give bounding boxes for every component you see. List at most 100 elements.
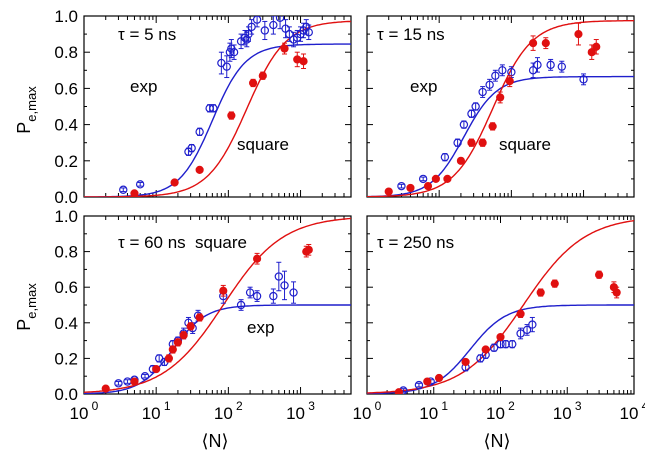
data-point-exp — [397, 181, 406, 191]
data-point-square — [164, 354, 173, 363]
x-tick-exponent: 1 — [164, 399, 171, 413]
data-point-square — [423, 182, 433, 191]
y-tick-label: 0.6 — [54, 278, 78, 297]
data-point-exp — [508, 339, 517, 349]
data-point-square — [478, 138, 487, 147]
data-point-square — [179, 331, 188, 340]
x-tick-label: 10 — [620, 404, 639, 423]
data-point-exp — [489, 343, 499, 352]
panel-tau-60ns: 0.00.20.40.60.81.010 0 10 1 10 2 10 3 τ = 60 ns… — [54, 207, 363, 423]
y-tick-label: 0.8 — [54, 243, 78, 262]
data-point-exp — [501, 339, 510, 349]
data-point-exp — [302, 22, 311, 32]
panel-tau-250ns: 100101102103104 τ = 250 ns — [353, 215, 645, 423]
data-point-square — [101, 384, 110, 393]
data-point-square — [252, 254, 262, 263]
svg-text:Pe,max: Pe,max — [14, 86, 39, 134]
data-point-square — [299, 57, 308, 66]
data-point-square — [456, 156, 466, 165]
data-point-exp — [242, 35, 251, 44]
data-point-exp — [528, 320, 537, 329]
y-tick-label: 0.0 — [54, 188, 78, 207]
data-point-square — [384, 187, 393, 196]
data-point-square — [612, 288, 621, 297]
data-point-square — [280, 44, 289, 53]
data-point-square — [394, 388, 403, 394]
data-point-square — [587, 48, 596, 57]
data-point-exp — [491, 71, 500, 80]
data-point-square — [541, 39, 550, 48]
data-point-square — [467, 138, 476, 147]
data-point-square — [461, 357, 470, 367]
y-tick-label: 1.0 — [54, 7, 78, 26]
data-point-exp — [275, 16, 285, 23]
data-point-square — [219, 286, 228, 295]
svg-text:Pe,max: Pe,max — [14, 283, 39, 331]
y-tick-label: 0.8 — [54, 43, 78, 62]
fit-curve-exp — [84, 43, 351, 197]
x-tick-label: 10 — [353, 404, 372, 423]
data-point-square — [195, 165, 204, 174]
data-point-square — [496, 332, 505, 342]
data-point-exp — [304, 28, 313, 37]
y-axis-title-main: P — [14, 319, 34, 331]
data-point-square — [592, 42, 601, 51]
data-point-square — [356, 264, 363, 271]
data-point-exp — [119, 185, 128, 194]
data-point-square — [168, 345, 177, 354]
data-point-exp — [252, 291, 262, 301]
data-point-square — [195, 313, 204, 322]
x-tick-exponent: 4 — [642, 399, 645, 413]
data-point-exp — [140, 372, 150, 381]
data-point-square — [481, 345, 490, 354]
data-point-exp — [229, 48, 239, 57]
data-point-exp — [528, 66, 538, 75]
data-point-square — [528, 39, 538, 48]
data-point-exp — [418, 174, 428, 184]
data-point-square — [505, 77, 514, 86]
data-point-square — [406, 183, 415, 193]
data-point-square — [304, 245, 313, 254]
y-tick-label: 1.0 — [54, 207, 78, 226]
data-point-square — [550, 279, 559, 288]
data-point-exp — [546, 60, 555, 70]
panel-tau-15ns: τ = 15 ns exp square — [366, 15, 635, 198]
y-tick-label: 0.4 — [54, 314, 78, 333]
y-axis-title-bottom: Pe,max — [14, 283, 39, 331]
data-point-square — [496, 93, 505, 102]
data-point-exp — [187, 143, 196, 153]
x-tick-label: 10 — [286, 404, 305, 423]
annotation-exp: exp — [247, 318, 274, 337]
data-point-square — [488, 122, 497, 131]
data-point-exp — [252, 16, 262, 24]
data-point-exp — [114, 379, 123, 388]
data-point-square — [186, 322, 195, 331]
x-axis-title-right: ⟨N⟩ — [483, 431, 510, 451]
data-point-exp — [222, 62, 231, 71]
fit-curve-square — [367, 20, 634, 197]
data-point-exp — [498, 66, 507, 75]
fit-curve-square — [84, 217, 351, 393]
data-point-exp — [269, 20, 278, 30]
x-tick-exponent: 3 — [575, 399, 582, 413]
data-point-exp — [478, 87, 487, 97]
data-point-exp — [467, 109, 476, 118]
data-point-square — [443, 174, 452, 183]
data-point-exp — [285, 29, 294, 39]
data-point-exp — [269, 291, 278, 301]
fit-curve-exp — [367, 75, 634, 197]
data-point-square — [248, 78, 258, 88]
data-point-exp — [289, 288, 298, 297]
data-point-exp — [440, 152, 450, 162]
y-tick-label: 0.6 — [54, 79, 78, 98]
data-point-exp — [453, 138, 462, 147]
y-tick-label: 0.2 — [54, 349, 78, 368]
y-axis-title-sub: e,max — [24, 86, 39, 122]
data-point-exp — [260, 26, 270, 35]
data-point-exp — [414, 380, 424, 390]
annotation-square: square — [499, 135, 551, 154]
y-tick-label: 0.0 — [54, 385, 78, 404]
x-tick-exponent: 0 — [92, 399, 99, 413]
x-axis-title-left: ⟨N⟩ — [201, 431, 228, 451]
